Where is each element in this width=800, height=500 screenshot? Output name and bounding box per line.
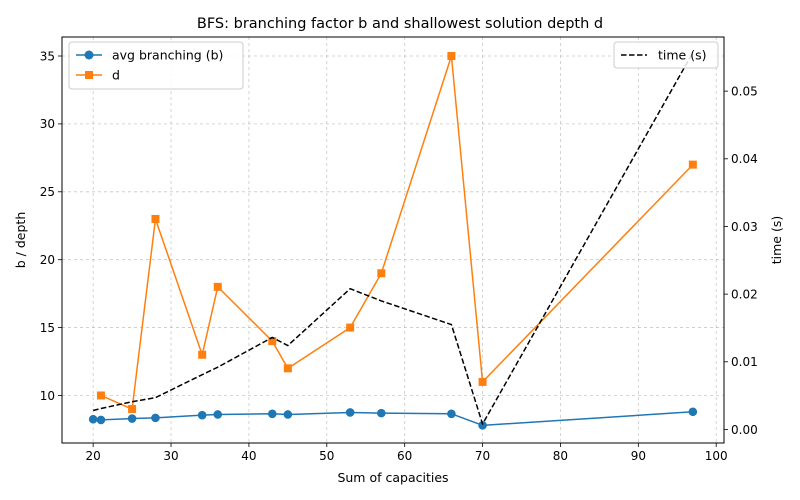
- y-left-tick-label: 10: [40, 389, 55, 403]
- data-point-d: [346, 323, 355, 332]
- y-left-tick-label: 35: [40, 49, 55, 63]
- data-point-d: [198, 350, 207, 359]
- chart-title: BFS: branching factor b and shallowest s…: [197, 16, 603, 32]
- data-point-avg-branching-b: [478, 421, 487, 430]
- axes-frame: [61, 36, 725, 444]
- legend-left-box: [68, 41, 244, 90]
- data-point-d: [213, 282, 222, 291]
- y-left-tick-label: 15: [40, 321, 55, 335]
- x-axis: 20 30 40 50 60 70 80 90 100: [86, 443, 728, 463]
- data-point-avg-branching-b: [213, 410, 223, 419]
- data-point-d: [96, 391, 105, 400]
- y-right-tick-label: 0.04: [731, 152, 758, 166]
- legend-label-depth: d: [112, 68, 120, 83]
- legend-right-box: [613, 41, 719, 69]
- x-tick-label: 80: [553, 449, 568, 463]
- data-point-avg-branching-b: [688, 407, 698, 417]
- legend-label-time: time (s): [658, 48, 706, 63]
- data-point-avg-branching-b: [197, 410, 207, 420]
- data-point-d: [688, 160, 697, 169]
- y-right-tick-label: 0.03: [731, 220, 758, 234]
- data-point-d: [268, 337, 277, 346]
- y-right-tick-label: 0.00: [731, 423, 758, 437]
- y-right-tick-label: 0.01: [731, 355, 758, 369]
- y-axis-right: 0.00 0.01 0.02 0.03 0.04 0.05: [724, 84, 758, 437]
- x-tick-label: 60: [397, 449, 412, 463]
- x-tick-label: 50: [319, 449, 334, 463]
- x-tick-label: 30: [163, 449, 178, 463]
- data-point-avg-branching-b: [447, 409, 456, 419]
- y-axis-left-label: b / depth: [13, 212, 28, 268]
- y-axis-left: 10 15 20 25 30 35: [40, 49, 62, 403]
- series-line-time-s: [92, 52, 694, 425]
- data-point-avg-branching-b: [96, 415, 106, 425]
- x-tick-label: 70: [475, 449, 490, 463]
- x-tick-label: 20: [86, 449, 101, 463]
- data-point-d: [377, 269, 386, 278]
- y-axis-right-label: time (s): [769, 216, 784, 264]
- x-tick-label: 40: [241, 449, 256, 463]
- legend-marker-depth: [85, 71, 93, 79]
- y-left-tick-label: 20: [40, 253, 55, 267]
- y-left-tick-label: 30: [40, 117, 55, 131]
- data-point-d: [478, 377, 487, 386]
- x-axis-label: Sum of capacities: [337, 470, 448, 485]
- data-point-avg-branching-b: [88, 414, 98, 424]
- data-point-d: [151, 214, 160, 223]
- data-point-avg-branching-b: [283, 410, 293, 419]
- y-left-tick-label: 25: [40, 185, 55, 199]
- legend-marker-branching: [84, 50, 94, 60]
- x-tick-label: 90: [631, 449, 646, 463]
- data-point-avg-branching-b: [267, 409, 277, 419]
- legend-right: time (s): [613, 41, 719, 69]
- data-point-avg-branching-b: [345, 408, 355, 417]
- data-point-d: [447, 52, 456, 61]
- data-point-avg-branching-b: [377, 408, 386, 418]
- series-line-d: [100, 55, 694, 410]
- y-right-tick-label: 0.02: [731, 287, 758, 301]
- y-right-tick-label: 0.05: [731, 84, 758, 98]
- plot-area: [88, 52, 698, 430]
- data-point-avg-branching-b: [127, 414, 137, 423]
- x-tick-label: 100: [705, 449, 728, 463]
- data-point-d: [128, 405, 137, 414]
- legend-left: avg branching (b) d: [68, 41, 244, 90]
- data-point-avg-branching-b: [151, 413, 160, 423]
- data-point-d: [283, 364, 292, 373]
- legend-label-branching: avg branching (b): [112, 48, 223, 63]
